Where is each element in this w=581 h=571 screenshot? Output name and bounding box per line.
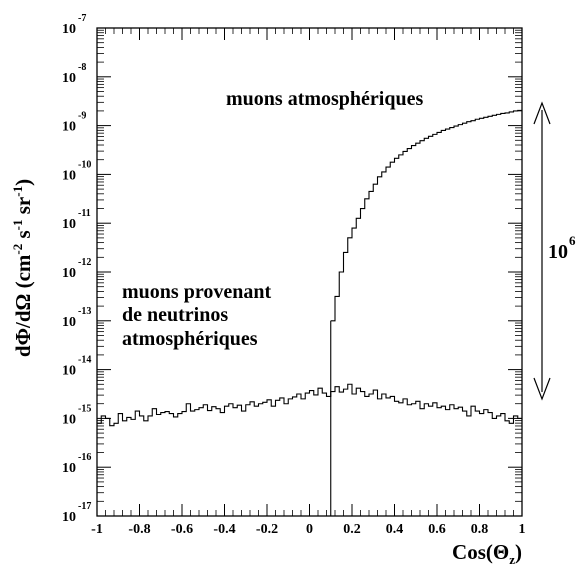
y-tick-label-exponent: -10 [78, 159, 91, 170]
x-tick-label: 0 [306, 522, 313, 537]
series-histogram-line [97, 383, 522, 427]
x-tick-label: 0.8 [471, 522, 489, 537]
x-tick-label: 0.6 [428, 522, 446, 537]
y-tick-label-base: 10 [62, 71, 76, 86]
y-tick-label-exponent: -15 [78, 403, 91, 414]
range-arrow-head-top [533, 101, 551, 125]
y-tick-label-exponent: -9 [78, 111, 86, 122]
x-tick-label: -0.8 [128, 522, 150, 537]
x-tick-label: -0.4 [213, 522, 235, 537]
x-tick-label: -0.2 [256, 522, 278, 537]
annotation-atmospheric-muons: muons atmosphériques [226, 88, 423, 110]
range-arrow: 10 6 [533, 101, 576, 401]
series-neutrino-muons [97, 383, 522, 427]
y-axis-title: dΦ/dΩ (cm-2 s-1 sr-1) [10, 179, 35, 357]
series-layer [97, 109, 522, 516]
y-tick-label-base: 10 [62, 461, 76, 476]
range-label-base: 10 [548, 241, 568, 263]
series-histogram-line [330, 109, 522, 322]
y-tick-label-base: 10 [62, 510, 76, 525]
y-tick-label-base: 10 [62, 412, 76, 427]
x-axis-title: Cos(Θz) [452, 540, 522, 566]
range-arrow-head-bottom [533, 377, 551, 401]
y-tick-label-base: 10 [62, 22, 76, 37]
y-tick-label-base: 10 [62, 217, 76, 232]
y-tick-label-base: 10 [62, 315, 76, 330]
y-tick-label-exponent: -14 [78, 355, 91, 366]
annotation-neutrino-muons-line1: muons provenant [122, 281, 271, 303]
x-tick-label: 0.2 [343, 522, 361, 537]
x-tick-label: -0.6 [171, 522, 193, 537]
x-tick-label: 1 [519, 522, 526, 537]
y-tick-label-exponent: -8 [78, 62, 86, 73]
y-tick-label-base: 10 [62, 266, 76, 281]
y-tick-label-exponent: -16 [78, 452, 91, 463]
axis-ticks-layer: -1 -0.8 -0.6 -0.4 -0.2 0 0.2 0.4 0.6 0.8 110-710-8… [62, 13, 526, 537]
y-tick-label-base: 10 [62, 364, 76, 379]
y-tick-label-base: 10 [62, 120, 76, 135]
y-tick-label-exponent: -12 [78, 257, 91, 268]
annotation-neutrino-muons-line2: de neutrinos [122, 304, 228, 326]
series-atmospheric-muons [330, 109, 522, 322]
x-tick-label: -1 [91, 522, 103, 537]
x-tick-label: 0.4 [386, 522, 404, 537]
range-label-exponent: 6 [569, 233, 576, 248]
y-tick-label-exponent: -17 [78, 501, 91, 512]
y-tick-label-base: 10 [62, 168, 76, 183]
y-tick-label-exponent: -13 [78, 306, 91, 317]
y-tick-label-exponent: -11 [78, 208, 91, 219]
annotation-neutrino-muons-line3: atmosphériques [122, 328, 258, 350]
y-tick-label-exponent: -7 [78, 13, 86, 24]
